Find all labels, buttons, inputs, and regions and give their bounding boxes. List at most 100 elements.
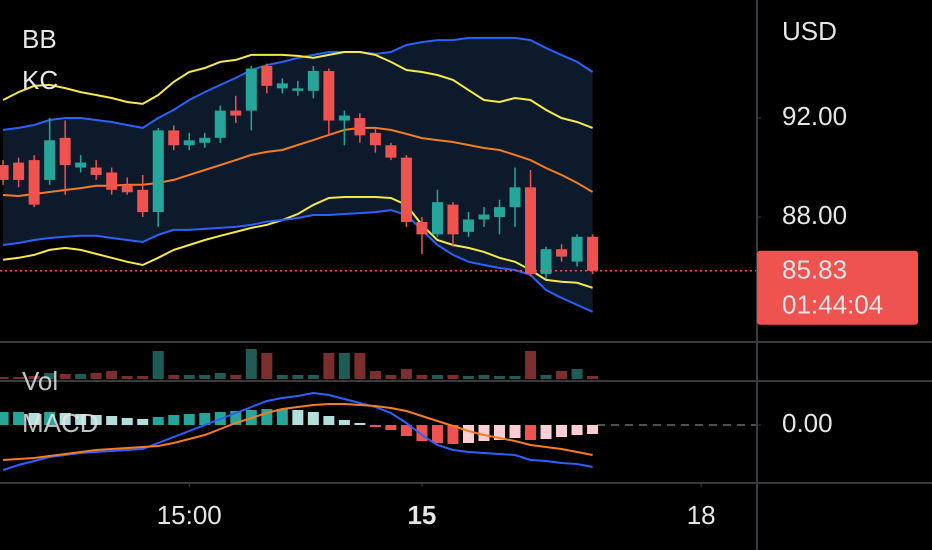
histogram-bar: [152, 417, 164, 425]
volume-bar: [556, 371, 568, 379]
candle-body: [106, 172, 118, 190]
histogram-bar: [261, 409, 273, 425]
y-tick-label: 0.00: [782, 408, 833, 438]
histogram-bar: [307, 412, 319, 425]
volume-bar: [354, 353, 366, 379]
y-tick-label: 92.00: [782, 101, 847, 131]
candle-body: [400, 157, 412, 222]
histogram-bar: [59, 413, 71, 425]
volume-bar: [214, 373, 226, 379]
candle-body: [369, 132, 381, 146]
x-tick-label: 15: [407, 500, 436, 530]
band-line: [2, 209, 594, 313]
histogram-bar: [90, 415, 102, 425]
histogram-bar: [137, 419, 149, 425]
histogram-bar: [168, 415, 180, 425]
histogram-bar: [183, 414, 195, 425]
volume-bar: [106, 371, 118, 379]
histogram-bar: [369, 425, 381, 427]
candle-body: [276, 83, 288, 89]
histogram-bar: [416, 425, 428, 441]
macd-line: [2, 391, 593, 471]
candle-body: [587, 236, 599, 271]
histogram-bar: [540, 425, 552, 439]
last-price-label: 85.83: [782, 255, 847, 285]
histogram-bar: [276, 409, 288, 425]
histogram-bar: [13, 412, 25, 425]
currency-label: USD: [782, 16, 837, 46]
histogram-bar: [28, 413, 40, 425]
volume-bar: [230, 375, 242, 379]
volume-bar: [168, 375, 180, 379]
volume-bar: [90, 373, 102, 379]
indicator-label: KC: [22, 65, 58, 95]
candle-body: [509, 187, 521, 208]
volume-bar: [199, 375, 211, 379]
volume-bar: [59, 374, 71, 379]
candle-body: [0, 165, 9, 180]
volume-bar: [571, 369, 583, 379]
histogram-bar: [587, 425, 599, 434]
candle-body: [199, 137, 211, 143]
histogram-bar: [525, 425, 537, 440]
countdown-label: 01:44:04: [782, 290, 883, 320]
histogram-bar: [292, 410, 304, 425]
volume-bar: [13, 377, 25, 379]
volume-bar: [447, 375, 459, 379]
pane-title: Vol: [22, 366, 58, 396]
candle-body: [540, 249, 552, 274]
histogram-bar: [121, 418, 133, 425]
indicator-label: BB: [22, 24, 57, 54]
volume-bar: [338, 353, 350, 379]
volume-bar: [462, 376, 474, 379]
histogram-bar: [106, 416, 118, 425]
histogram-bar: [385, 425, 397, 430]
volume-bar: [28, 376, 40, 379]
volume-bar: [400, 369, 412, 379]
volume-bar: [276, 375, 288, 379]
candle-body: [214, 110, 226, 138]
candle-body: [556, 249, 568, 257]
candle-body: [230, 110, 242, 116]
candle-body: [571, 236, 583, 262]
candle-body: [245, 68, 257, 111]
candle-body: [44, 140, 56, 180]
last-price-badge: [757, 250, 918, 325]
candle-body: [307, 71, 319, 91]
histogram-bar: [431, 425, 443, 443]
volume-bar: [525, 351, 537, 379]
volume-bar: [509, 376, 521, 379]
candle-body: [493, 207, 505, 218]
candle-body: [59, 137, 71, 166]
volume-bar: [152, 351, 164, 379]
histogram-bar: [493, 425, 505, 440]
histogram-bar: [556, 425, 568, 437]
band-line: [2, 51, 593, 129]
candle-body: [431, 202, 443, 235]
candle-body: [137, 189, 149, 213]
signal-line: [3, 403, 593, 461]
band-line: [3, 126, 594, 198]
volume-bar: [137, 376, 149, 379]
candle-body: [338, 115, 350, 121]
candle-body: [323, 71, 335, 121]
volume-bar: [245, 349, 257, 379]
volume-bar: [540, 375, 552, 379]
histogram-bar: [462, 425, 474, 443]
volume-bar: [385, 375, 397, 379]
band-line: [2, 196, 593, 289]
volume-bar: [493, 376, 505, 379]
histogram-bar: [44, 412, 56, 425]
candle-body: [13, 162, 25, 180]
volume-bar: [183, 375, 195, 379]
histogram-bar: [230, 411, 242, 425]
x-tick-label: 15:00: [157, 500, 222, 530]
histogram-bar: [75, 414, 87, 425]
candle-body: [168, 130, 180, 146]
candle-body: [28, 160, 40, 205]
histogram-bar: [478, 425, 490, 441]
candle-body: [478, 214, 490, 220]
candle-body: [525, 187, 537, 274]
plot: [0, 36, 757, 471]
